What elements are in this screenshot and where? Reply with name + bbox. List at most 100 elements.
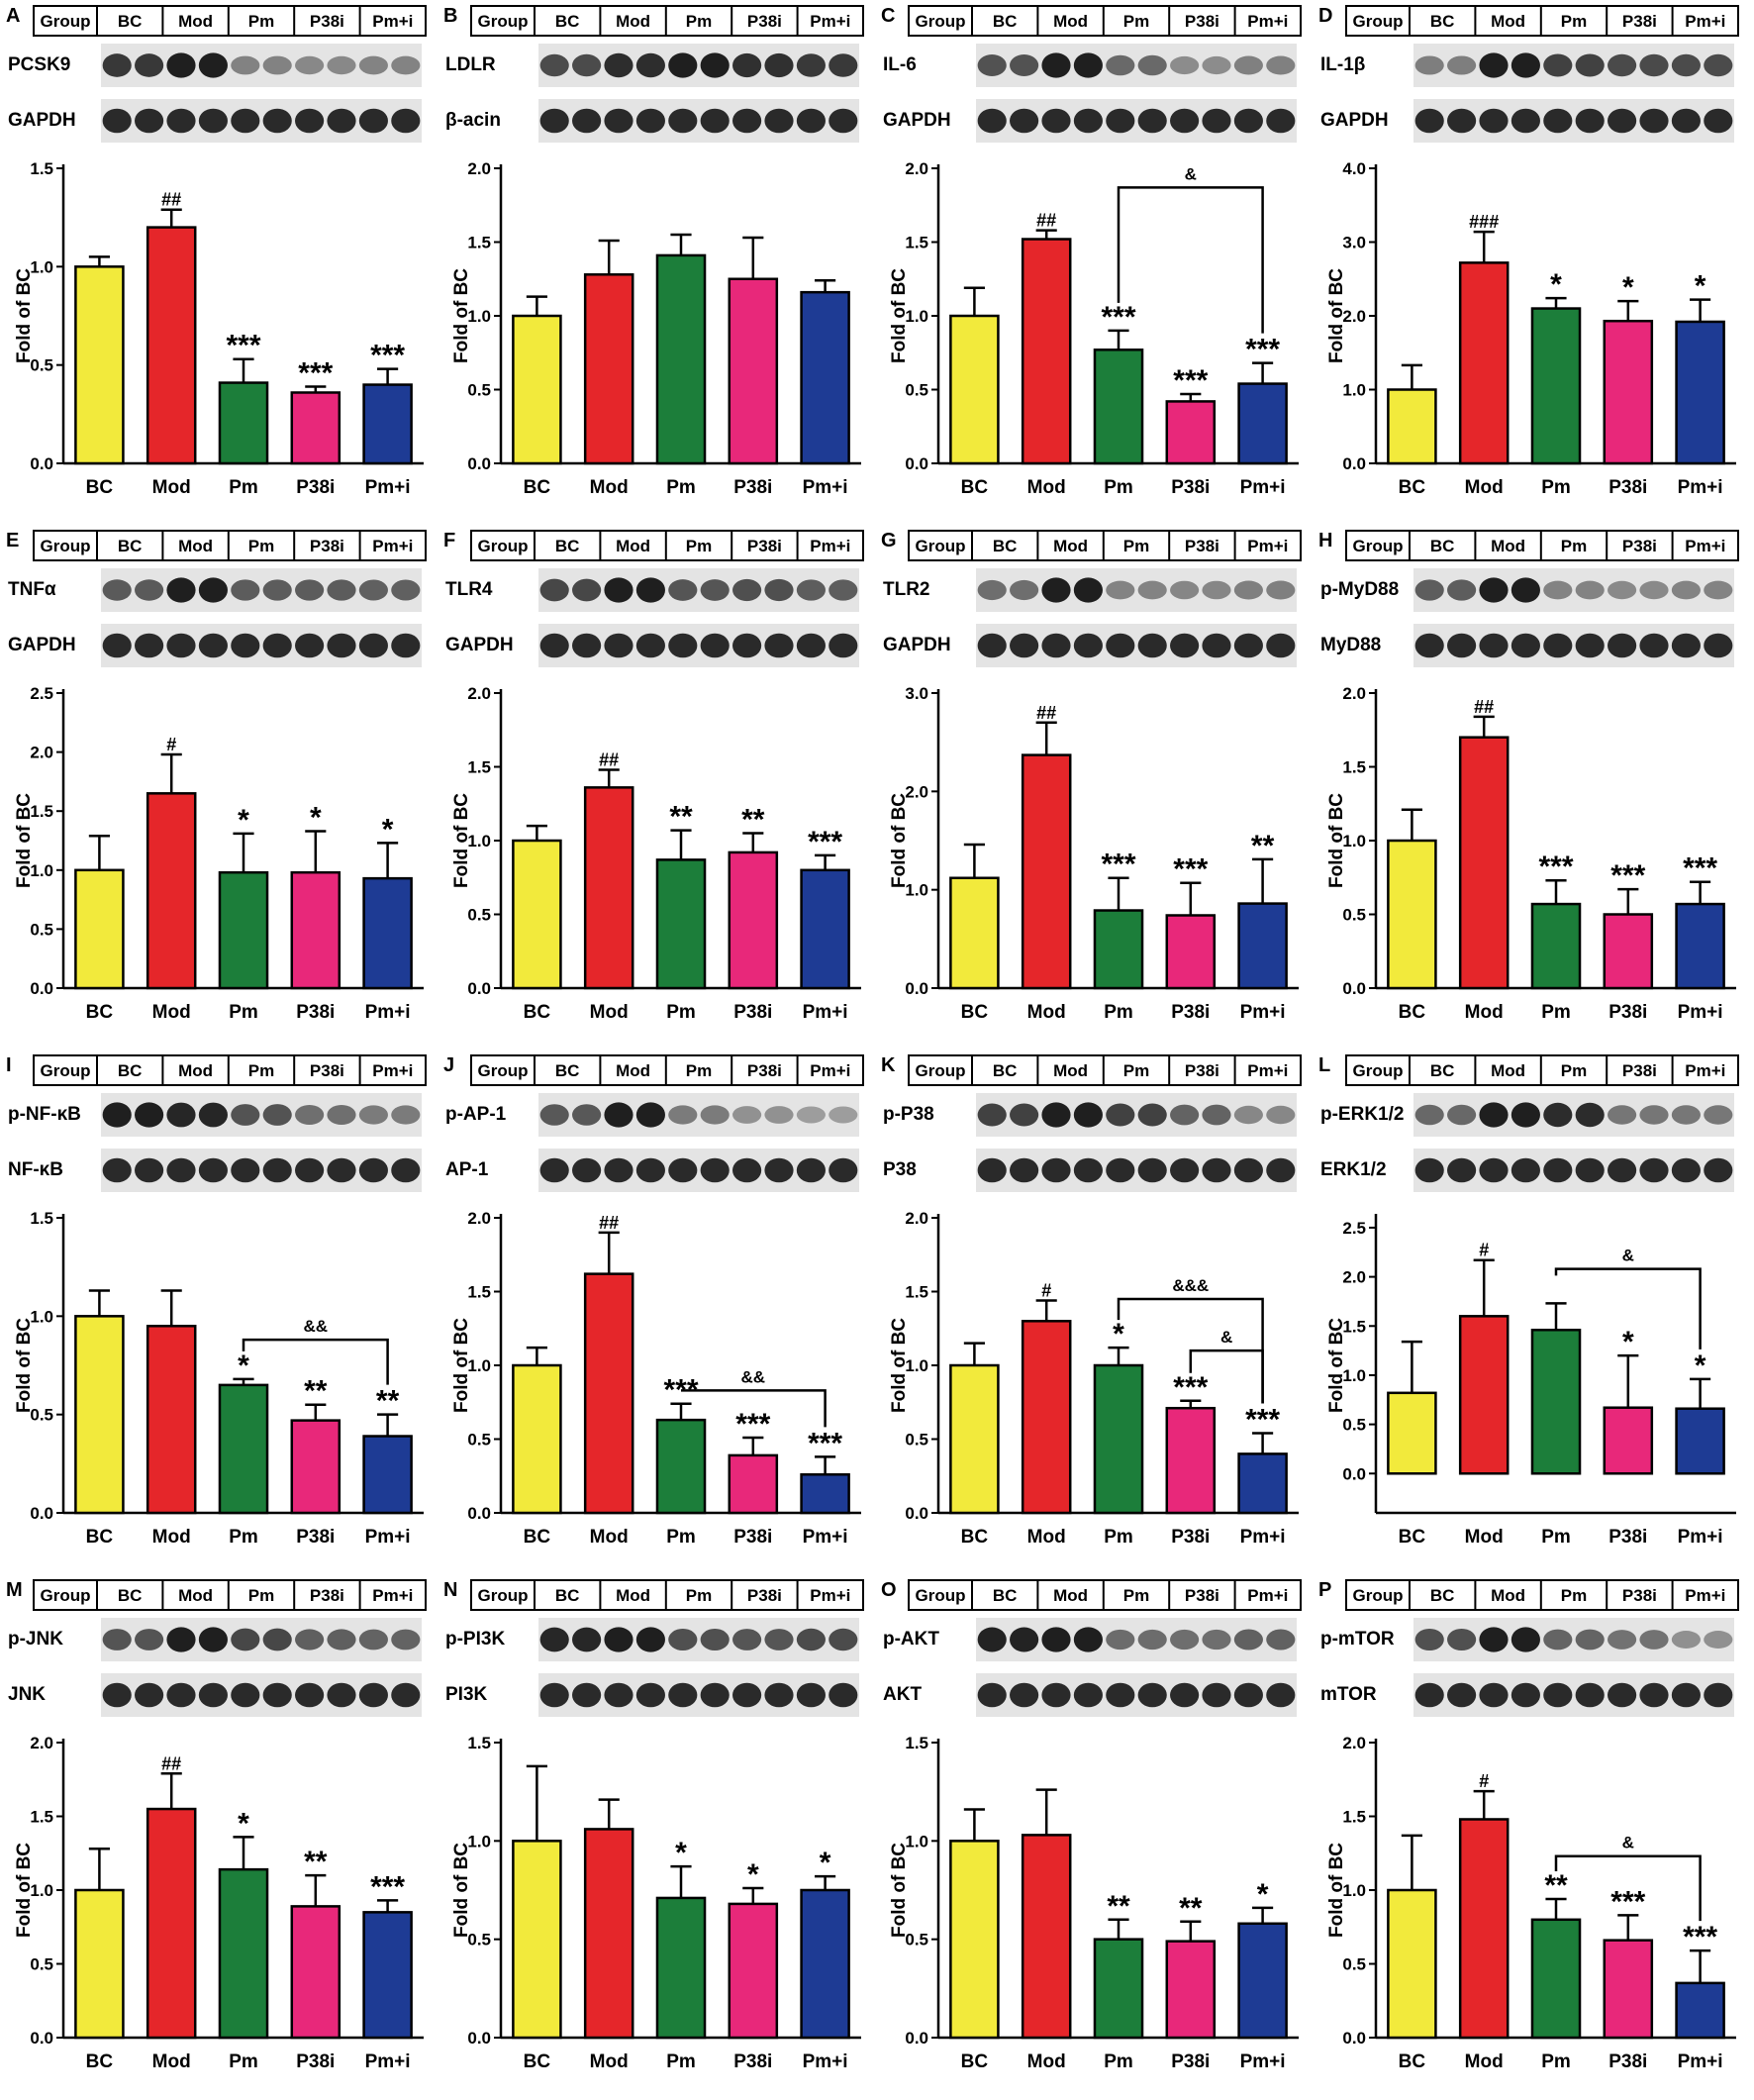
group-lane-label: Pm+i xyxy=(1247,537,1288,555)
blot-band xyxy=(1170,1629,1200,1650)
y-tick-label: 2.0 xyxy=(30,744,53,762)
blot-band xyxy=(1671,1631,1701,1649)
group-lane-label: P38i xyxy=(747,1061,782,1080)
x-tick-label: BC xyxy=(1399,477,1426,498)
blot-band xyxy=(1170,108,1200,134)
panel-letter: M xyxy=(6,1579,23,1601)
panel-I: I Group BC Mod Pm P38i Pm+i p-NF-κB NF-κB Fold of… xyxy=(6,1054,427,1548)
blot-protein-label: GAPDH xyxy=(883,110,951,131)
group-lane-label: Pm xyxy=(1561,1586,1587,1605)
blot-band xyxy=(1639,1157,1669,1183)
significance-marker: * xyxy=(1622,271,1634,304)
blot-band xyxy=(1233,633,1263,658)
x-tick-label: Mod xyxy=(590,1527,629,1548)
blot-band xyxy=(604,1157,633,1183)
bar-pm xyxy=(218,1867,269,2040)
significance-marker: ## xyxy=(599,1213,619,1233)
blot-band xyxy=(1106,633,1135,658)
x-tick-label: Pm+i xyxy=(365,1002,411,1023)
group-header-label: Group xyxy=(916,537,966,555)
blot-band xyxy=(198,108,228,134)
blot-band xyxy=(358,579,388,601)
blot-band xyxy=(295,108,325,134)
group-lane-label: Mod xyxy=(1053,537,1088,555)
bar-mod xyxy=(146,226,197,465)
blot-band xyxy=(1041,1102,1071,1128)
bar-p38i xyxy=(290,1419,341,1515)
blot-band xyxy=(1170,580,1200,600)
blot-band xyxy=(358,1157,388,1183)
blot-band xyxy=(1447,1104,1477,1126)
y-tick-label: 2.0 xyxy=(905,782,928,801)
x-tick-label: Mod xyxy=(1027,1002,1066,1023)
blot-band xyxy=(1073,1102,1103,1128)
blot-band xyxy=(295,55,325,75)
group-lane-label: Pm xyxy=(248,1061,274,1080)
blot-band xyxy=(764,52,794,78)
blot-band xyxy=(700,1105,730,1125)
blot-band xyxy=(358,55,388,75)
group-header-label: Group xyxy=(1353,537,1404,555)
y-tick-label: 1.0 xyxy=(905,1356,928,1375)
blot-band xyxy=(1479,1682,1509,1708)
bar-pm xyxy=(218,1383,269,1515)
significance-marker: # xyxy=(1479,1771,1489,1791)
bar-bc xyxy=(1387,1888,1437,2040)
group-lane-label: Pm+i xyxy=(372,1586,413,1605)
bar-mod xyxy=(1458,1315,1510,1475)
blot-band xyxy=(1510,1102,1540,1128)
blot-band xyxy=(732,1682,762,1708)
group-header-label: Group xyxy=(916,1061,966,1080)
x-tick-label: Pm+i xyxy=(1240,1527,1286,1548)
panel-letter: I xyxy=(6,1054,12,1076)
y-tick-label: 1.0 xyxy=(905,1832,928,1850)
blot-band xyxy=(1608,1630,1637,1650)
group-header-box xyxy=(33,1054,427,1086)
blot-band xyxy=(604,1102,633,1128)
bar-p38i xyxy=(728,1453,779,1515)
group-header-label: Group xyxy=(478,1061,529,1080)
bracket-label: &&& xyxy=(1172,1276,1209,1295)
y-tick-label: 1.5 xyxy=(1342,1317,1366,1336)
group-lane-label: Pm xyxy=(1123,1061,1149,1080)
blot-band xyxy=(604,108,633,134)
blot-band xyxy=(828,1157,858,1183)
bar-pm xyxy=(1530,1918,1582,2040)
bar-p38i xyxy=(1165,400,1217,465)
panel-letter: D xyxy=(1318,5,1332,27)
x-tick-label: Pm xyxy=(229,2051,258,2072)
panel-letter: C xyxy=(881,5,895,27)
significance-marker: ** xyxy=(376,1385,400,1418)
blot-band xyxy=(1479,577,1509,603)
y-tick-label: 1.5 xyxy=(467,758,491,777)
group-header-label: Group xyxy=(916,1586,966,1605)
blot-band xyxy=(1041,108,1071,134)
significance-marker: ## xyxy=(1474,697,1494,717)
blot-protein-label: GAPDH xyxy=(8,635,76,655)
x-tick-label: Pm xyxy=(666,2051,696,2072)
blot-band xyxy=(1447,633,1477,658)
blot-band xyxy=(1447,579,1477,601)
blot-band xyxy=(1543,633,1573,658)
comparison-bracket xyxy=(681,1389,827,1428)
group-lane-label: Mod xyxy=(616,1586,650,1605)
x-tick-label: Pm xyxy=(1541,477,1571,498)
blot-band xyxy=(198,633,228,658)
blot-band xyxy=(1137,1103,1167,1127)
bar-bc xyxy=(949,876,1000,990)
bar-pm-plus-i xyxy=(1675,1981,1725,2040)
x-tick-label: BC xyxy=(1399,2051,1426,2072)
y-tick-label: 1.5 xyxy=(905,1734,928,1752)
group-lane-label: Pm xyxy=(1561,1061,1587,1080)
blot-band xyxy=(295,633,325,658)
y-tick-label: 2.0 xyxy=(1342,307,1366,326)
blot-band xyxy=(828,1682,858,1708)
bar-p38i xyxy=(1165,1406,1217,1515)
significance-marker: * xyxy=(747,1858,759,1891)
blot-band xyxy=(828,633,858,658)
bar-p38i xyxy=(1165,914,1217,990)
significance-marker: * xyxy=(1113,1318,1124,1350)
blot-band xyxy=(828,1628,858,1651)
y-tick-label: 0.0 xyxy=(905,979,928,998)
